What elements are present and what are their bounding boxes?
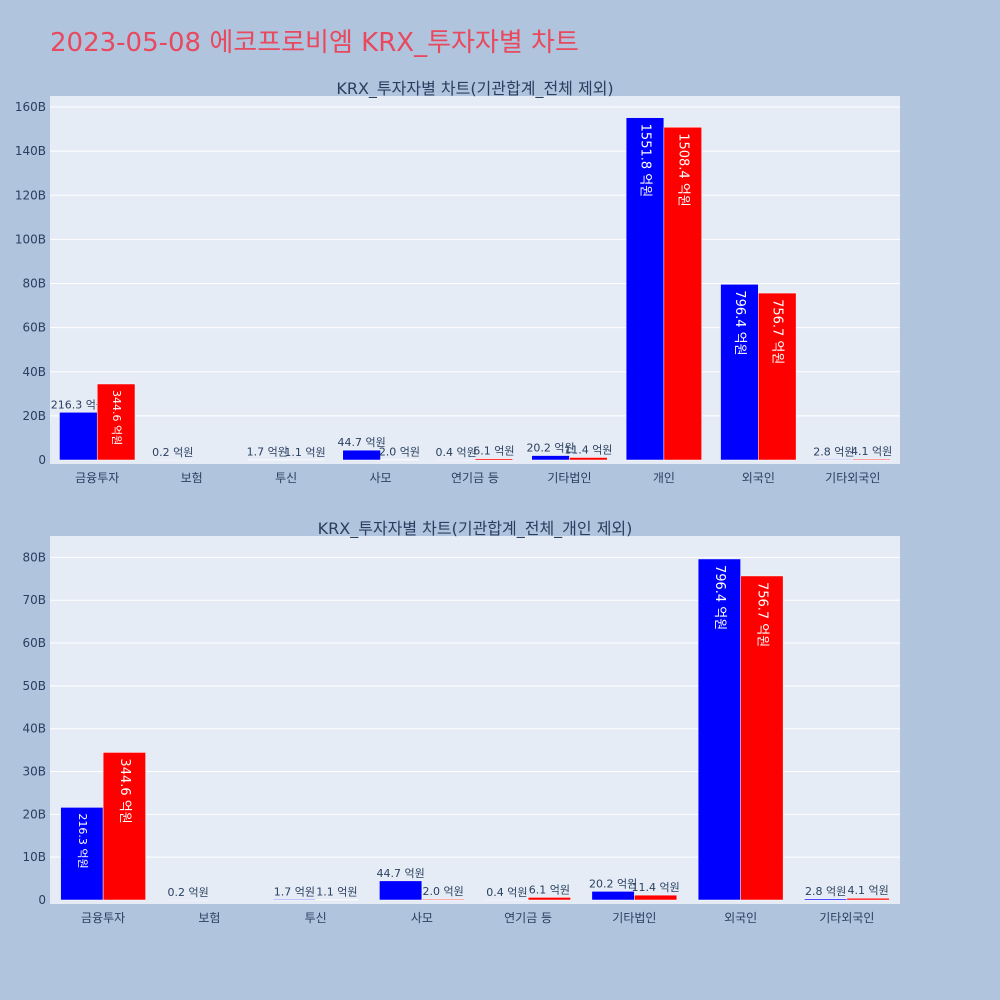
bar [697,558,741,901]
y-tick-label: 80B [22,277,46,291]
bar-label: 1.1 억원 [284,446,325,459]
chart-title: KRX_투자자별 차트(기관합계_전체 제외) [336,79,613,99]
bar-label: 1508.4 억원 [675,133,690,207]
y-tick-label: 0 [38,893,46,907]
x-tick-label: 연기금 등 [504,911,552,925]
bar [379,880,423,901]
bar-label: 756.7 억원 [754,582,769,647]
bar [720,284,759,461]
y-tick-label: 70B [22,593,46,607]
bar [342,449,381,461]
bar [814,459,854,461]
bar-label: 44.7 억원 [338,436,386,449]
x-tick-label: 외국인 [724,911,757,925]
bar [758,292,797,461]
bar-label: 0.4 억원 [435,446,476,459]
bar-label: 6.1 억원 [529,883,570,896]
bar-label: 216.3 억원 [51,398,106,411]
bar-label: 0.4 억원 [486,886,527,899]
bar-label: 11.4 억원 [564,443,612,456]
bar-label: 4.1 억원 [851,445,892,458]
bar [272,899,316,901]
bar-label: 20.2 억원 [526,442,574,455]
bar-label: 0.2 억원 [152,446,193,459]
bar [421,898,465,901]
bar-label: 44.7 억원 [377,867,425,880]
y-tick-label: 60B [22,636,46,650]
x-tick-label: 보험 [198,911,220,925]
bar [852,458,891,461]
bar-label: 1.7 억원 [274,885,315,898]
bar-label: 4.1 억원 [848,884,889,897]
bar-label: 344.6 억원 [110,390,123,445]
y-tick-label: 10B [22,850,46,864]
y-tick-label: 0 [38,453,46,467]
bar-label: 11.4 억원 [632,881,680,894]
y-tick-label: 120B [15,188,46,202]
y-tick-label: 160B [15,100,46,114]
bar [663,126,702,461]
bar [740,575,784,901]
y-tick-label: 140B [15,144,46,158]
bar-label: 796.4 억원 [732,290,747,355]
y-tick-label: 20B [22,409,46,423]
bar-label: 216.3 억원 [76,813,89,868]
bar [591,891,635,901]
y-tick-label: 100B [15,232,46,246]
bar [804,898,848,901]
x-tick-label: 사모 [411,911,433,925]
bar-label: 2.0 억원 [379,446,420,459]
bar-label: 20.2 억원 [589,877,637,890]
bar-label: 344.6 억원 [117,758,132,823]
x-tick-label: 금융투자 [75,471,119,485]
x-tick-label: 투신 [275,471,297,485]
x-tick-label: 외국인 [742,471,775,485]
x-tick-label: 보험 [181,471,203,485]
x-tick-label: 개인 [653,471,675,485]
y-tick-label: 40B [22,365,46,379]
page-title: 2023-05-08 에코프로비엠 KRX_투자자별 차트 [50,28,579,58]
y-tick-label: 80B [22,550,46,564]
bar [60,807,104,901]
y-tick-label: 20B [22,807,46,821]
chart-excluding-institutions-individuals: KRX_투자자별 차트(기관합계_전체_개인 제외) 0 10B 20B 30B 40B 5… [22,519,900,925]
bar [846,897,890,901]
bar-label: 796.4 억원 [712,565,727,630]
bar [634,894,678,901]
bar-label: 2.8 억원 [813,445,854,458]
bar-label: 2.8 억원 [805,885,846,898]
x-tick-label: 사모 [370,471,392,485]
y-tick-label: 30B [22,765,46,779]
x-tick-label: 기타법인 [547,471,591,485]
y-tick-label: 50B [22,679,46,693]
bar-label: 6.1 억원 [473,445,514,458]
bar [527,897,571,901]
chart-excluding-institutions: KRX_투자자별 차트(기관합계_전체 제외) 0 20B 40B 60B 80B 100B… [15,79,900,485]
y-tick-label: 40B [22,722,46,736]
bar [625,117,665,461]
bar [59,412,98,461]
x-tick-label: 기타외국인 [819,911,874,925]
bar [474,458,514,461]
x-tick-label: 연기금 등 [451,471,499,485]
bar-label: 1.1 억원 [316,886,357,899]
bar-label: 2.0 억원 [423,885,464,898]
bar-label: 0.2 억원 [168,886,209,899]
bar-label: 1551.8 억원 [638,124,653,198]
x-tick-label: 기타외국인 [825,471,880,485]
x-tick-label: 투신 [305,911,327,925]
bar [102,752,146,901]
bar-label: 756.7 억원 [770,299,785,364]
x-tick-label: 기타법인 [612,911,656,925]
x-tick-label: 금융투자 [81,911,125,925]
bar [96,383,136,461]
bar [569,457,608,461]
chart-title: KRX_투자자별 차트(기관합계_전체_개인 제외) [318,519,633,539]
y-tick-label: 60B [22,321,46,335]
bar-label: 1.7 억원 [247,446,288,459]
